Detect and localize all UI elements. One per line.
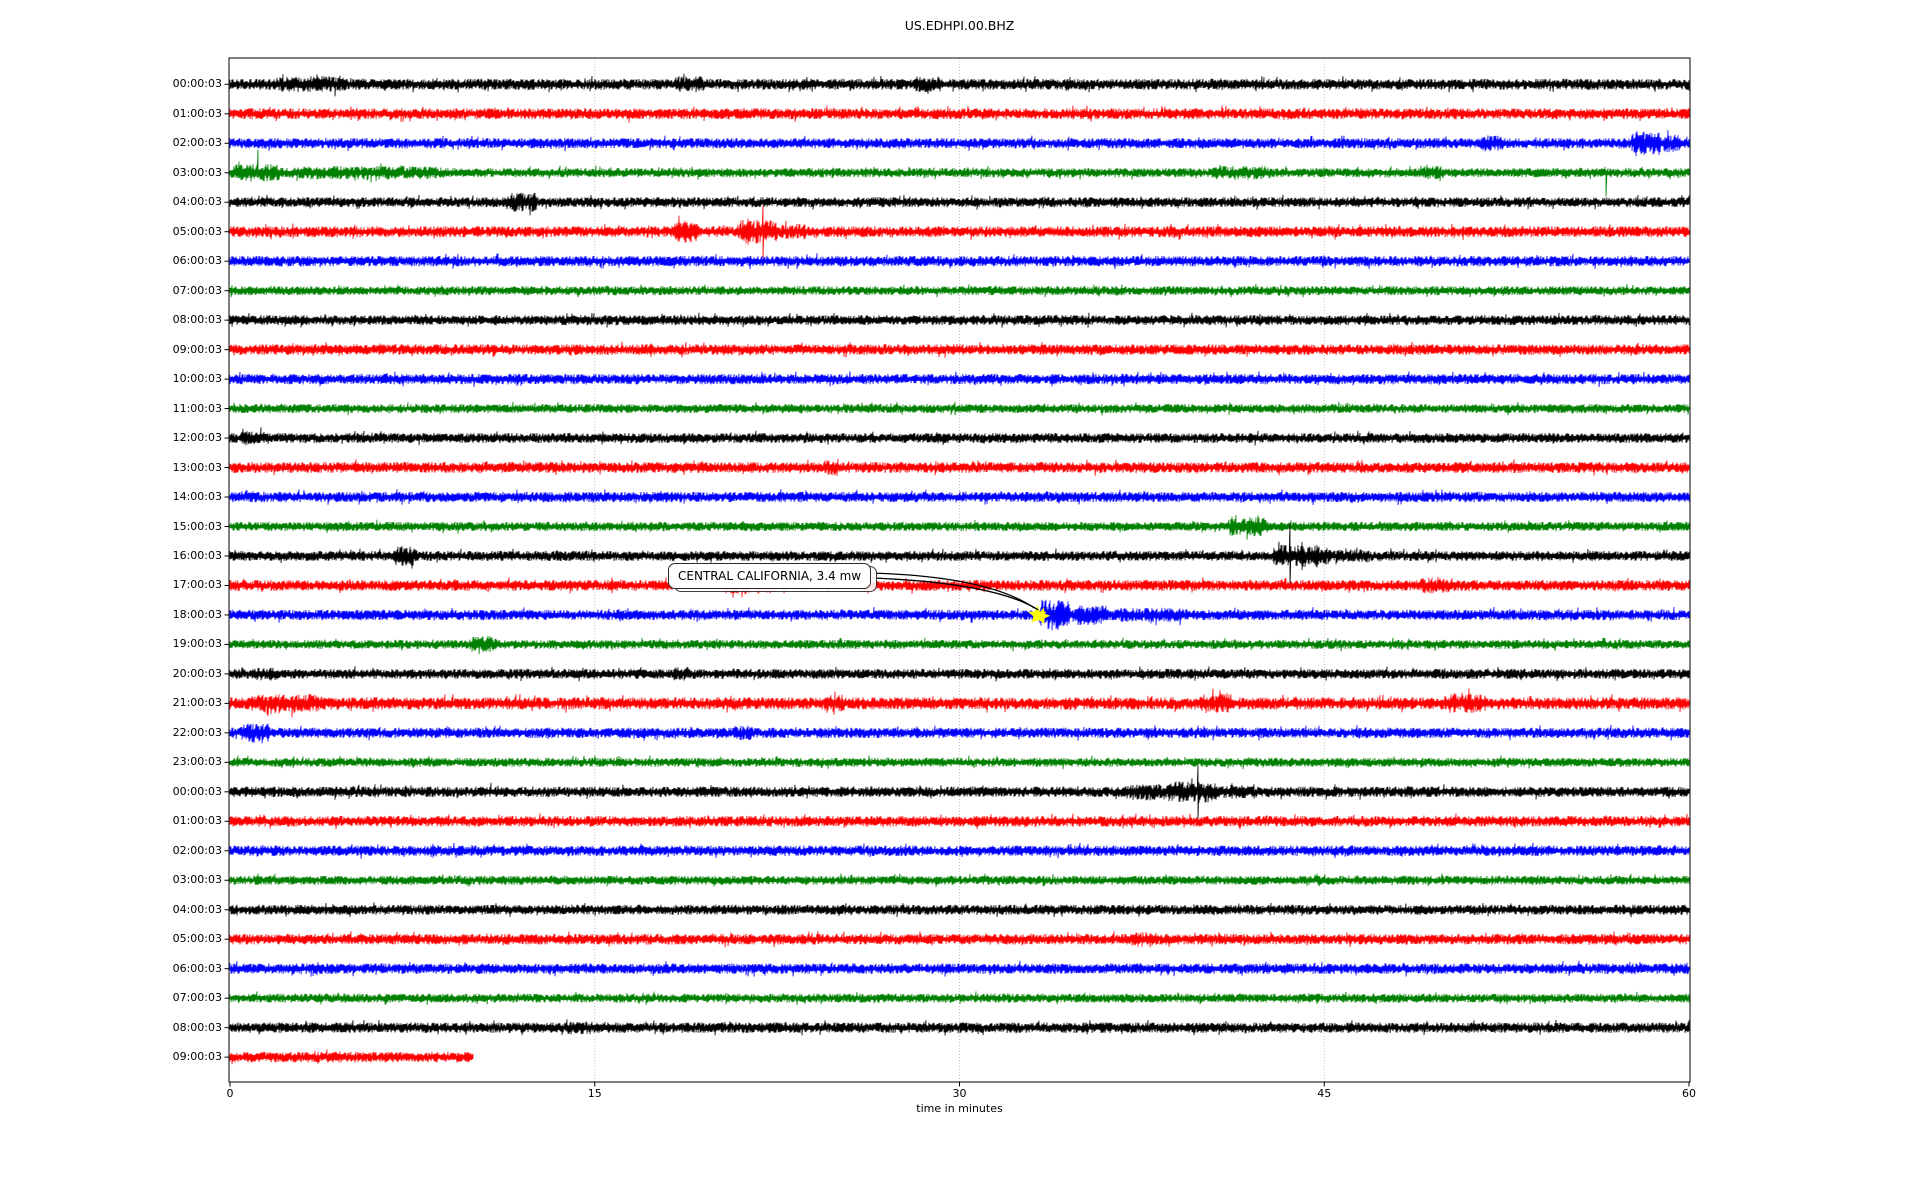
y-tick-label: 03:00:03 — [172, 873, 222, 887]
trace-row-33 — [229, 1049, 474, 1065]
y-tick-label: 09:00:03 — [172, 342, 222, 356]
y-tick-label: 22:00:03 — [172, 725, 222, 739]
x-axis-title: time in minutes — [916, 1102, 1003, 1115]
y-tick-label: 02:00:03 — [172, 843, 222, 857]
trace-row-31 — [229, 991, 1690, 1005]
y-tick-label: 01:00:03 — [172, 106, 222, 120]
y-tick-label: 19:00:03 — [172, 637, 222, 651]
trace-row-14 — [229, 489, 1690, 505]
trace-row-15 — [229, 515, 1690, 540]
trace-row-17 — [229, 576, 1690, 598]
trace-row-28 — [229, 902, 1690, 918]
trace-row-12 — [229, 427, 1690, 446]
y-tick-label: 00:00:03 — [172, 77, 222, 91]
trace-row-4 — [229, 192, 1690, 216]
y-tick-label: 20:00:03 — [172, 666, 222, 680]
y-tick-label: 15:00:03 — [172, 519, 222, 533]
y-tick-label: 07:00:03 — [172, 283, 222, 297]
y-tick-label: 06:00:03 — [172, 961, 222, 975]
trace-row-8 — [229, 312, 1690, 328]
trace-row-16 — [229, 522, 1690, 590]
x-tick-label: 60 — [1682, 1087, 1696, 1100]
y-tick-label: 03:00:03 — [172, 165, 222, 179]
y-tick-label: 18:00:03 — [172, 607, 222, 621]
trace-row-3 — [229, 149, 1690, 197]
x-tick-label: 15 — [587, 1087, 602, 1100]
trace-row-27 — [229, 873, 1690, 888]
trace-row-25 — [229, 813, 1690, 830]
trace-row-10 — [229, 371, 1690, 388]
annotation-arrow — [869, 572, 1035, 609]
plot-title: US.EDHPI.00.BHZ — [904, 18, 1015, 33]
y-tick-label: 06:00:03 — [172, 254, 222, 268]
y-tick-label: 16:00:03 — [172, 548, 222, 562]
y-tick-label: 12:00:03 — [172, 431, 222, 445]
trace-row-23 — [229, 755, 1690, 770]
trace-row-0 — [229, 73, 1690, 97]
trace-row-29 — [229, 931, 1690, 948]
trace-row-18 — [229, 599, 1690, 631]
x-tick-label: 45 — [1317, 1087, 1332, 1100]
y-tick-label: 07:00:03 — [172, 991, 222, 1005]
trace-row-24 — [229, 764, 1690, 819]
event-annotation: CENTRAL CALIFORNIA, 3.4 mw — [668, 563, 872, 589]
trace-row-26 — [229, 842, 1690, 859]
x-tick-label: 0 — [226, 1087, 234, 1100]
trace-row-6 — [229, 253, 1690, 270]
trace-row-13 — [229, 458, 1690, 476]
y-tick-label: 02:00:03 — [172, 136, 222, 150]
trace-row-32 — [229, 1019, 1690, 1036]
y-tick-label: 21:00:03 — [172, 696, 222, 710]
y-tick-label: 04:00:03 — [172, 902, 222, 916]
trace-row-7 — [229, 283, 1690, 298]
y-tick-label: 17:00:03 — [172, 578, 222, 592]
y-tick-label: 01:00:03 — [172, 814, 222, 828]
event-star-marker — [1028, 605, 1047, 623]
trace-row-2 — [229, 130, 1690, 157]
trace-row-21 — [229, 688, 1690, 718]
y-tick-label: 05:00:03 — [172, 224, 222, 238]
y-tick-label: 08:00:03 — [172, 313, 222, 327]
annotation-arrow-shadow — [871, 577, 1039, 611]
trace-row-19 — [229, 635, 1690, 655]
y-tick-label: 04:00:03 — [172, 195, 222, 209]
trace-row-9 — [229, 341, 1690, 358]
y-tick-label: 13:00:03 — [172, 460, 222, 474]
y-tick-label: 08:00:03 — [172, 1020, 222, 1034]
y-tick-label: 00:00:03 — [172, 784, 222, 798]
trace-row-11 — [229, 401, 1690, 416]
x-tick-label: 30 — [952, 1087, 967, 1100]
y-tick-label: 05:00:03 — [172, 932, 222, 946]
trace-row-20 — [229, 666, 1690, 682]
y-tick-label: 14:00:03 — [172, 490, 222, 504]
y-tick-label: 11:00:03 — [172, 401, 222, 415]
y-tick-label: 23:00:03 — [172, 755, 222, 769]
event-star-marker-shadow — [1034, 607, 1051, 625]
trace-row-5 — [229, 205, 1690, 258]
trace-row-30 — [229, 960, 1690, 977]
trace-row-1 — [229, 105, 1690, 123]
y-tick-label: 09:00:03 — [172, 1050, 222, 1064]
trace-row-22 — [229, 723, 1690, 744]
y-tick-label: 10:00:03 — [172, 372, 222, 386]
